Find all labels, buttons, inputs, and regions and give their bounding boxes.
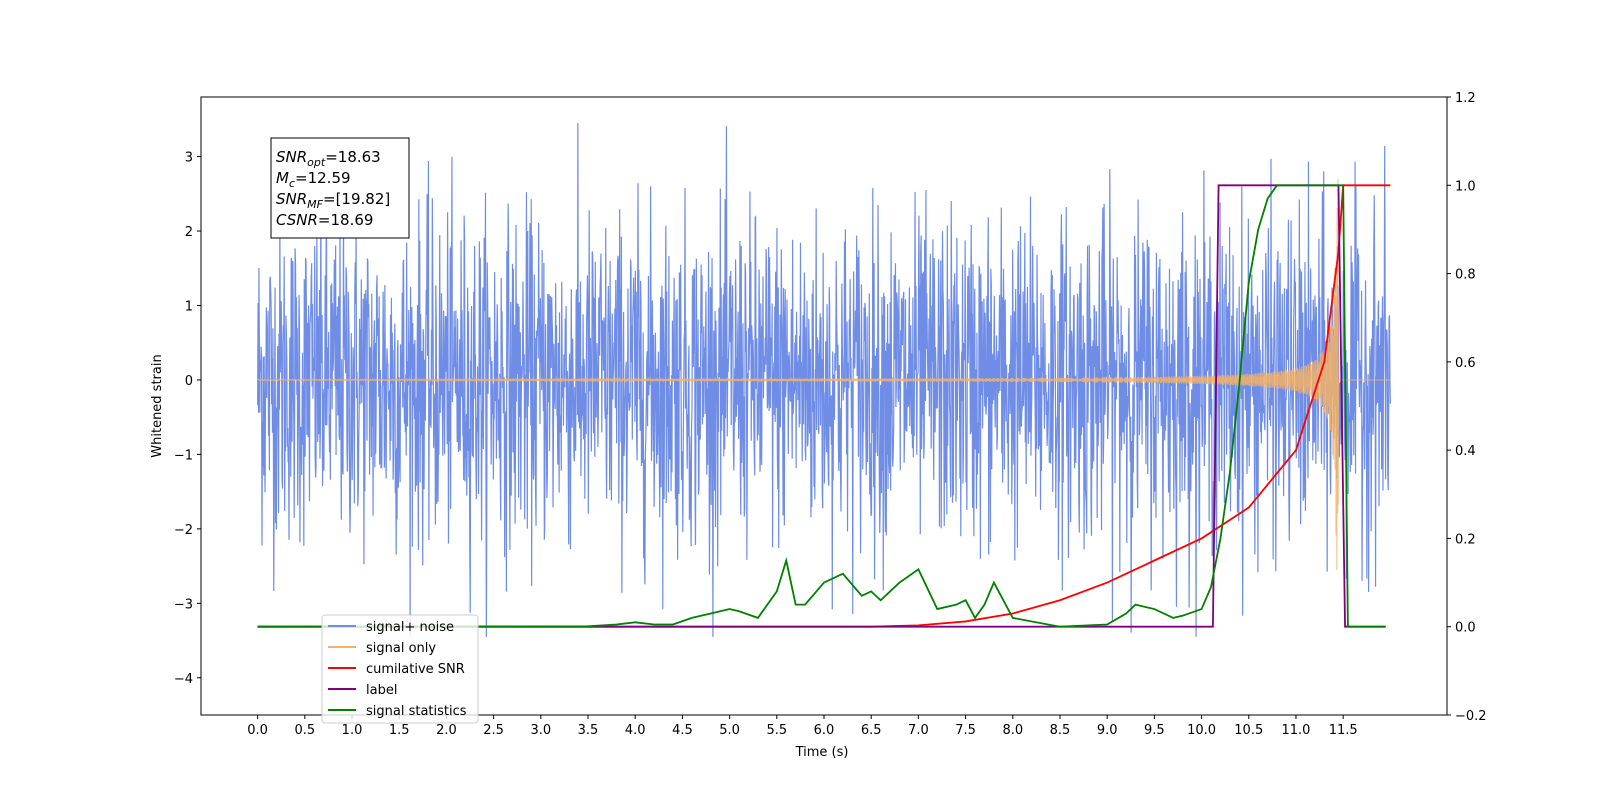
x-tick-label: 3.5 — [578, 723, 599, 738]
x-tick-label: 6.0 — [814, 723, 835, 738]
x-tick-label: 10.5 — [1234, 723, 1263, 738]
stats-line: CSNR=18.69 — [276, 211, 373, 229]
legend-label: signal statistics — [366, 704, 467, 719]
y-tick-label: 1 — [185, 299, 193, 314]
y-tick-label: 3 — [185, 151, 193, 166]
x-tick-label: 9.5 — [1144, 723, 1165, 738]
x-tick-label: 11.5 — [1329, 723, 1358, 738]
x-tick-label: 7.5 — [955, 723, 976, 738]
x-tick-label: 11.0 — [1281, 723, 1310, 738]
stats-subscript: opt — [307, 156, 326, 169]
legend-label: cumilative SNR — [366, 662, 465, 677]
stats-line: SNRMF=[19.82] — [276, 190, 390, 211]
line-series-group — [257, 184, 1391, 628]
legend-frame — [321, 614, 479, 724]
stats-value: =[19.82] — [323, 190, 390, 208]
signal-noise-line — [257, 123, 1391, 637]
stats-symbol: M — [276, 169, 289, 187]
y-tick-label: 2 — [185, 225, 193, 240]
legend-label: label — [366, 683, 397, 698]
y-tick-label: −3 — [174, 597, 193, 612]
stats-value: =12.59 — [295, 169, 351, 187]
x-tick-label: 9.0 — [1097, 723, 1118, 738]
x-tick-label: 0.5 — [294, 723, 315, 738]
y-tick-label: −1 — [174, 448, 193, 463]
legend-label: signal only — [366, 641, 436, 656]
stats-annotation-box: SNRopt=18.63Mc=12.59SNRMF=[19.82]CSNR=18… — [270, 137, 410, 239]
stats-line: SNRopt=18.63 — [276, 148, 381, 169]
y2-tick-label: 1.0 — [1455, 179, 1476, 194]
stats-symbol: SNR — [276, 190, 307, 208]
x-tick-label: 3.0 — [530, 723, 551, 738]
y-tick-label: 0 — [185, 374, 193, 389]
y2-tick-label: 0.0 — [1455, 621, 1476, 636]
x-tick-label: 5.0 — [719, 723, 740, 738]
x-tick-label: 1.0 — [342, 723, 363, 738]
x-tick-label: 7.0 — [908, 723, 929, 738]
y-axis-right: 1.2 1.0 0.8 0.6 0.4 0.2 0.0 −0.2 — [1447, 91, 1487, 724]
x-tick-label: 8.0 — [1002, 723, 1023, 738]
y-axis-left: 3 2 1 0 −1 −2 −3 −4 — [174, 151, 201, 687]
y2-tick-label: 0.8 — [1455, 268, 1476, 283]
y-tick-label: −2 — [174, 523, 193, 538]
y-tick-label: −4 — [174, 672, 193, 687]
stats-symbol: SNR — [276, 148, 307, 166]
y2-tick-label: 0.6 — [1455, 356, 1476, 371]
stats-line: Mc=12.59 — [276, 169, 351, 190]
x-tick-label: 1.5 — [389, 723, 410, 738]
x-axis: 0.0 0.5 1.0 1.5 2.0 2.5 3.0 3.5 4.0 4.5 5.0 5.5 6.0 6… — [247, 715, 1358, 738]
y2-tick-label: 1.2 — [1455, 91, 1476, 106]
x-tick-label: 5.5 — [766, 723, 787, 738]
y2-tick-label: −0.2 — [1455, 709, 1487, 724]
x-tick-label: 6.5 — [861, 723, 882, 738]
cumilative-snr-line — [257, 184, 1391, 628]
stats-box-frame — [270, 137, 410, 239]
y2-tick-label: 0.2 — [1455, 532, 1476, 547]
stats-value: =18.69 — [318, 211, 374, 229]
y-axis-label: Whitened strain — [150, 354, 165, 457]
signal-only-line — [257, 178, 1391, 571]
x-tick-label: 4.5 — [672, 723, 693, 738]
signal-noise-series — [257, 123, 1391, 637]
x-tick-label: 4.0 — [625, 723, 646, 738]
signal-only-series — [257, 178, 1391, 571]
x-tick-label: 0.0 — [247, 723, 268, 738]
legend-label: signal+ noise — [366, 620, 454, 635]
stats-symbol: CSNR — [276, 211, 318, 229]
stats-value: =18.63 — [325, 148, 381, 166]
x-tick-label: 2.0 — [436, 723, 457, 738]
x-tick-label: 10.0 — [1187, 723, 1216, 738]
x-tick-label: 2.5 — [483, 723, 504, 738]
x-tick-label: 8.5 — [1050, 723, 1071, 738]
stats-subscript: MF — [307, 198, 323, 211]
y2-tick-label: 0.4 — [1455, 444, 1476, 459]
legend: signal+ noise signal only cumilative SNR la… — [321, 614, 479, 724]
signal-statistics-line — [257, 184, 1386, 628]
x-axis-label: Time (s) — [795, 745, 849, 760]
stats-subscript: c — [289, 177, 295, 190]
